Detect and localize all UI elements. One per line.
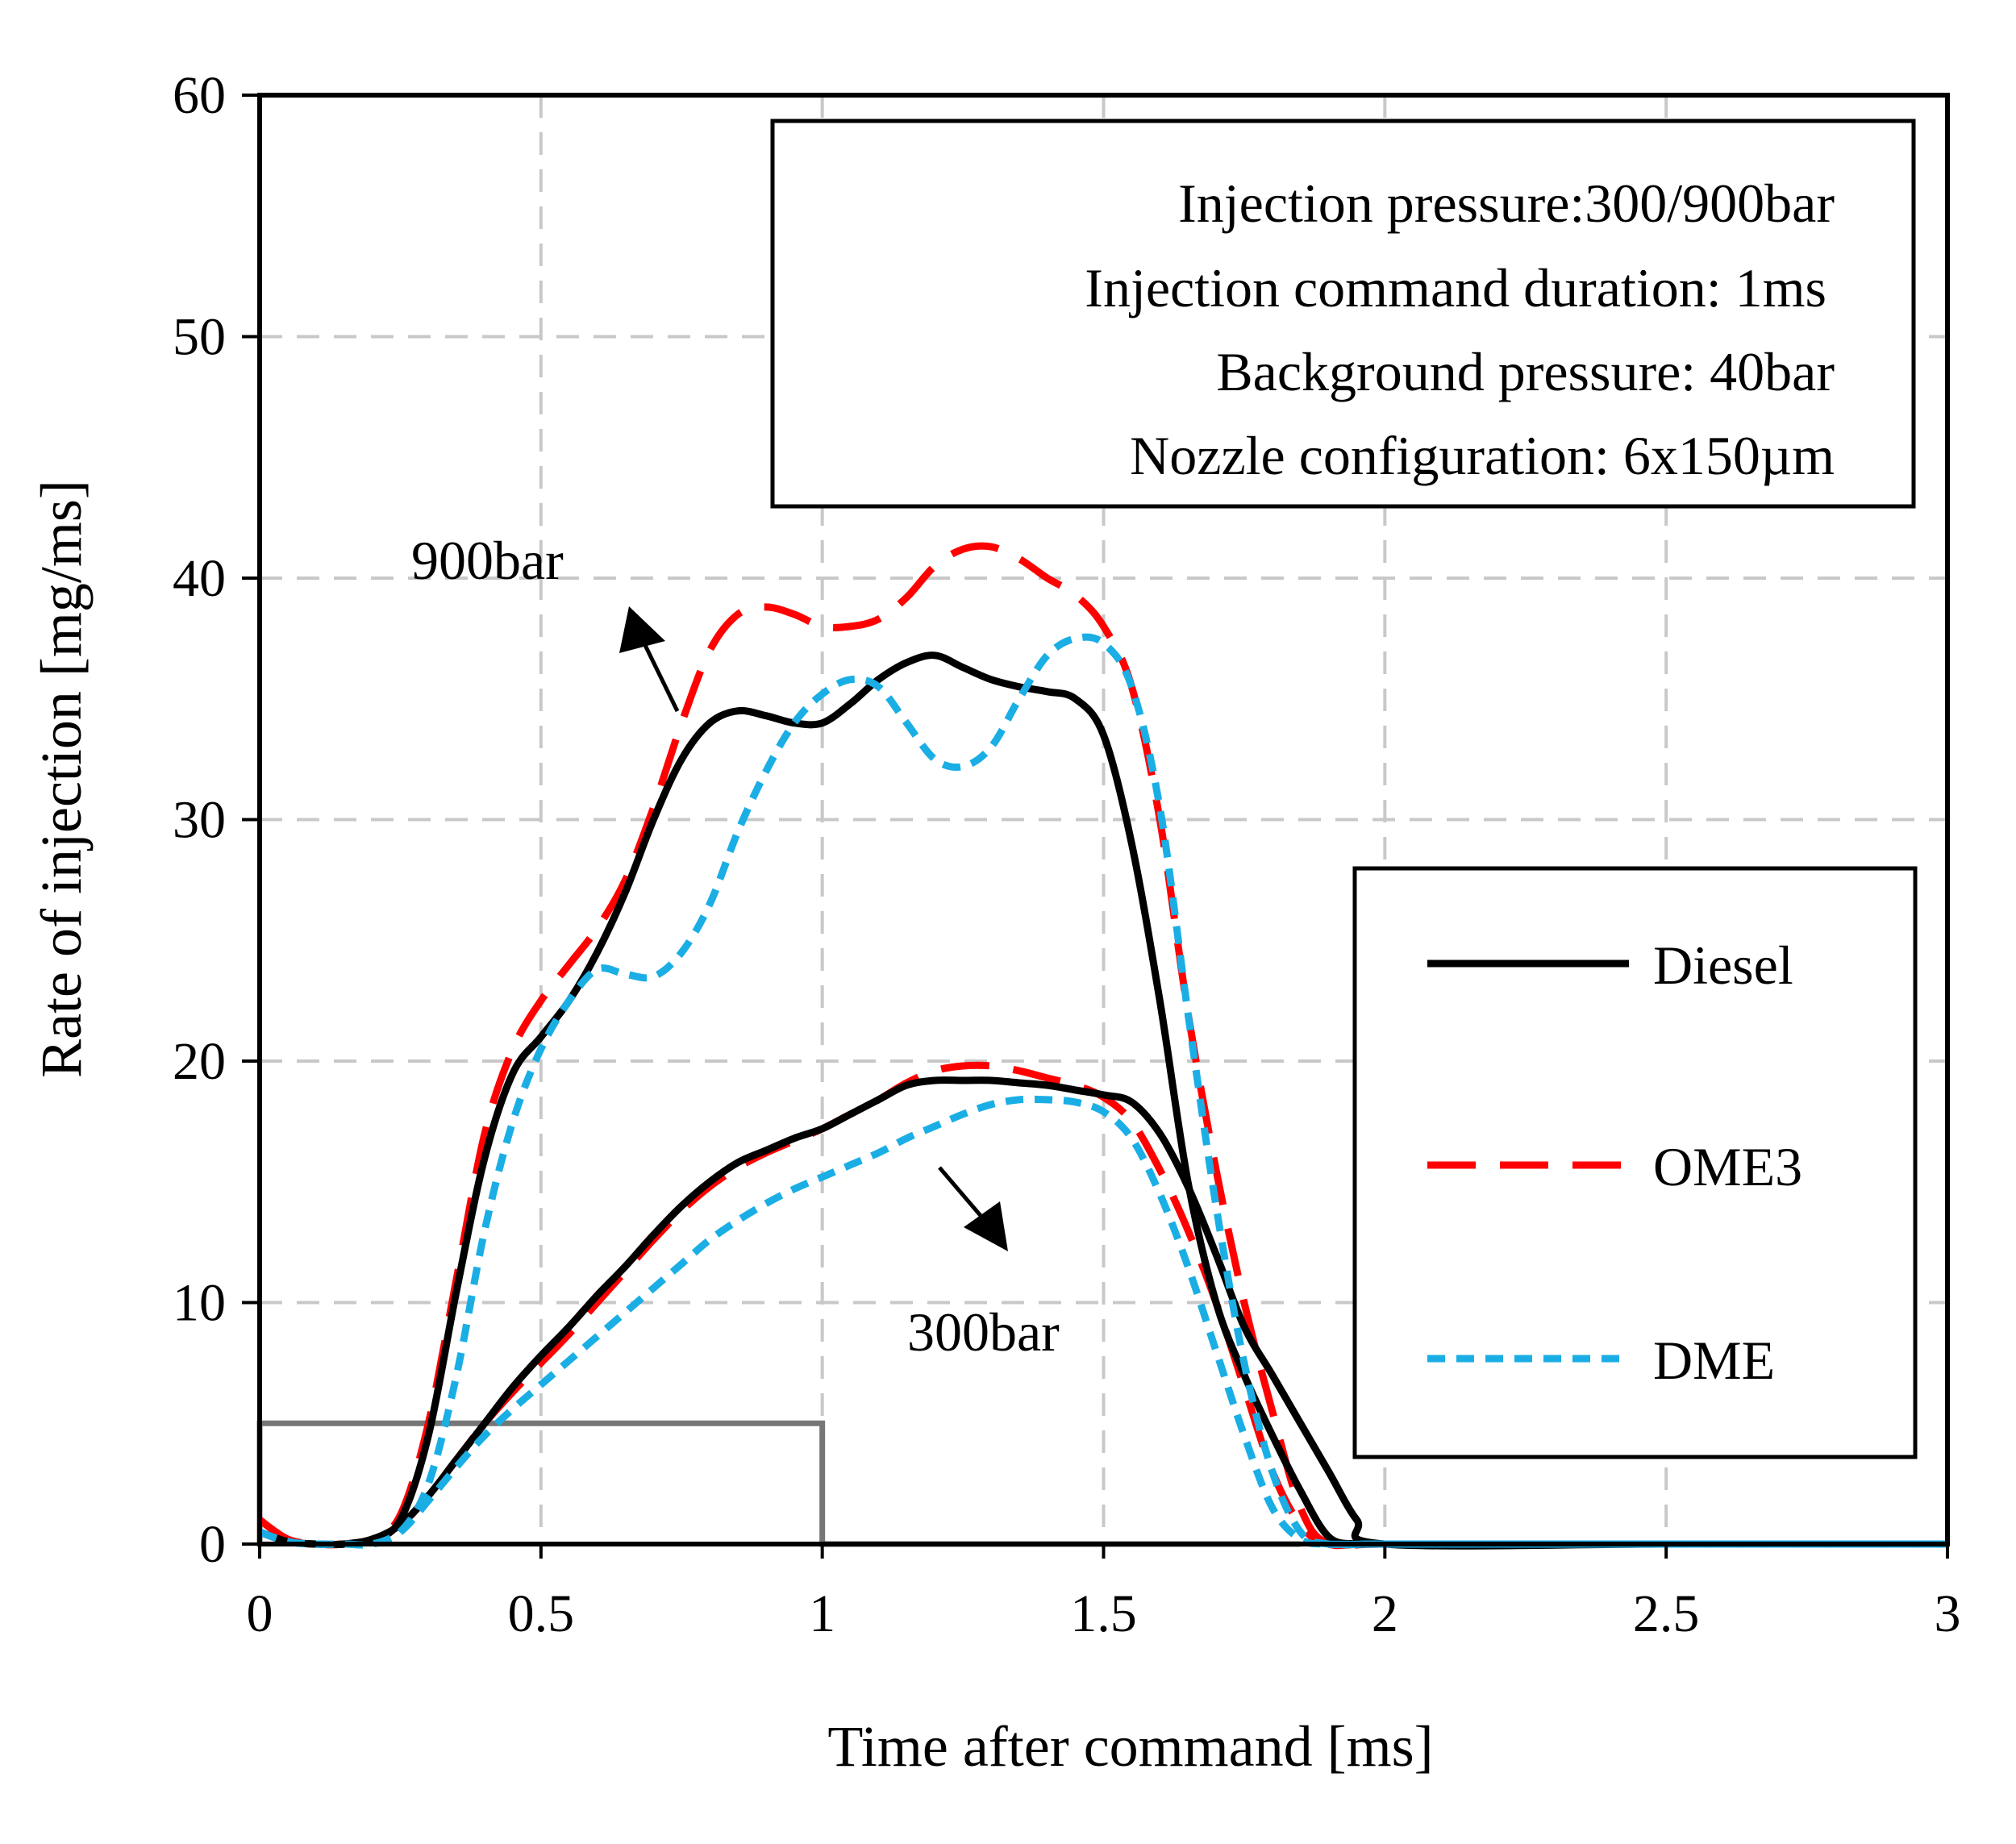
legend-label-ome3: OME3 bbox=[1653, 1136, 1802, 1197]
info-line-2: Injection command duration: 1ms bbox=[1085, 257, 1826, 318]
annotation-300bar: 300bar bbox=[907, 1301, 1060, 1363]
annotation-arrow-300bar bbox=[938, 1166, 984, 1219]
x-tick-label: 2 bbox=[1372, 1584, 1398, 1643]
series-line-diesel-900bar bbox=[258, 651, 1947, 1549]
info-line-1: Injection pressure:300/900bar bbox=[1178, 173, 1835, 234]
x-tick-label: 1.5 bbox=[1070, 1584, 1137, 1643]
plot-frame bbox=[257, 93, 1950, 1546]
y-tick-label: 60 bbox=[173, 66, 226, 125]
y-tick-label: 30 bbox=[173, 791, 226, 850]
annotation-arrowhead-900bar bbox=[619, 606, 665, 653]
legend-label-diesel: Diesel bbox=[1653, 934, 1793, 996]
info-line-3: Background pressure: 40bar bbox=[1216, 341, 1835, 402]
legend-label-dme: DME bbox=[1653, 1330, 1775, 1391]
annotation-arrowhead-300bar bbox=[964, 1201, 1008, 1251]
y-tick-label: 40 bbox=[173, 549, 226, 608]
series-layer bbox=[257, 542, 1947, 1551]
series-line-diesel-300bar bbox=[258, 1076, 1947, 1550]
y-axis-title: Rate of injection [mg/ms] bbox=[29, 480, 94, 1078]
y-tick-label: 10 bbox=[173, 1274, 226, 1333]
x-tick-label: 1 bbox=[809, 1584, 835, 1643]
series-line-dme-300bar bbox=[258, 1095, 1947, 1549]
info-line-4: Nozzle configuration: 6x150µm bbox=[1130, 425, 1835, 486]
info-box-frame bbox=[770, 119, 1916, 509]
series-line-ome3-900bar bbox=[257, 542, 1947, 1551]
y-tick-label: 50 bbox=[173, 308, 226, 367]
x-tick-label: 3 bbox=[1935, 1584, 1961, 1643]
series-line-dme-900bar bbox=[258, 633, 1947, 1549]
annotation-arrow-900bar bbox=[639, 635, 680, 713]
info-box: Injection pressure:300/900bar Injection … bbox=[770, 119, 1916, 509]
x-tick-label: 0 bbox=[247, 1584, 273, 1643]
y-tick-label: 0 bbox=[199, 1515, 226, 1574]
x-axis-title: Time after command [ms] bbox=[827, 1714, 1433, 1779]
legend: Diesel OME3 DME bbox=[1352, 866, 1918, 1459]
annotation-900bar: 900bar bbox=[411, 530, 564, 591]
x-tick-label: 2.5 bbox=[1633, 1584, 1700, 1643]
y-tick-label: 20 bbox=[173, 1032, 226, 1091]
x-tick-label: 0.5 bbox=[508, 1584, 575, 1643]
annotations: 900bar 300bar bbox=[411, 530, 1060, 1363]
